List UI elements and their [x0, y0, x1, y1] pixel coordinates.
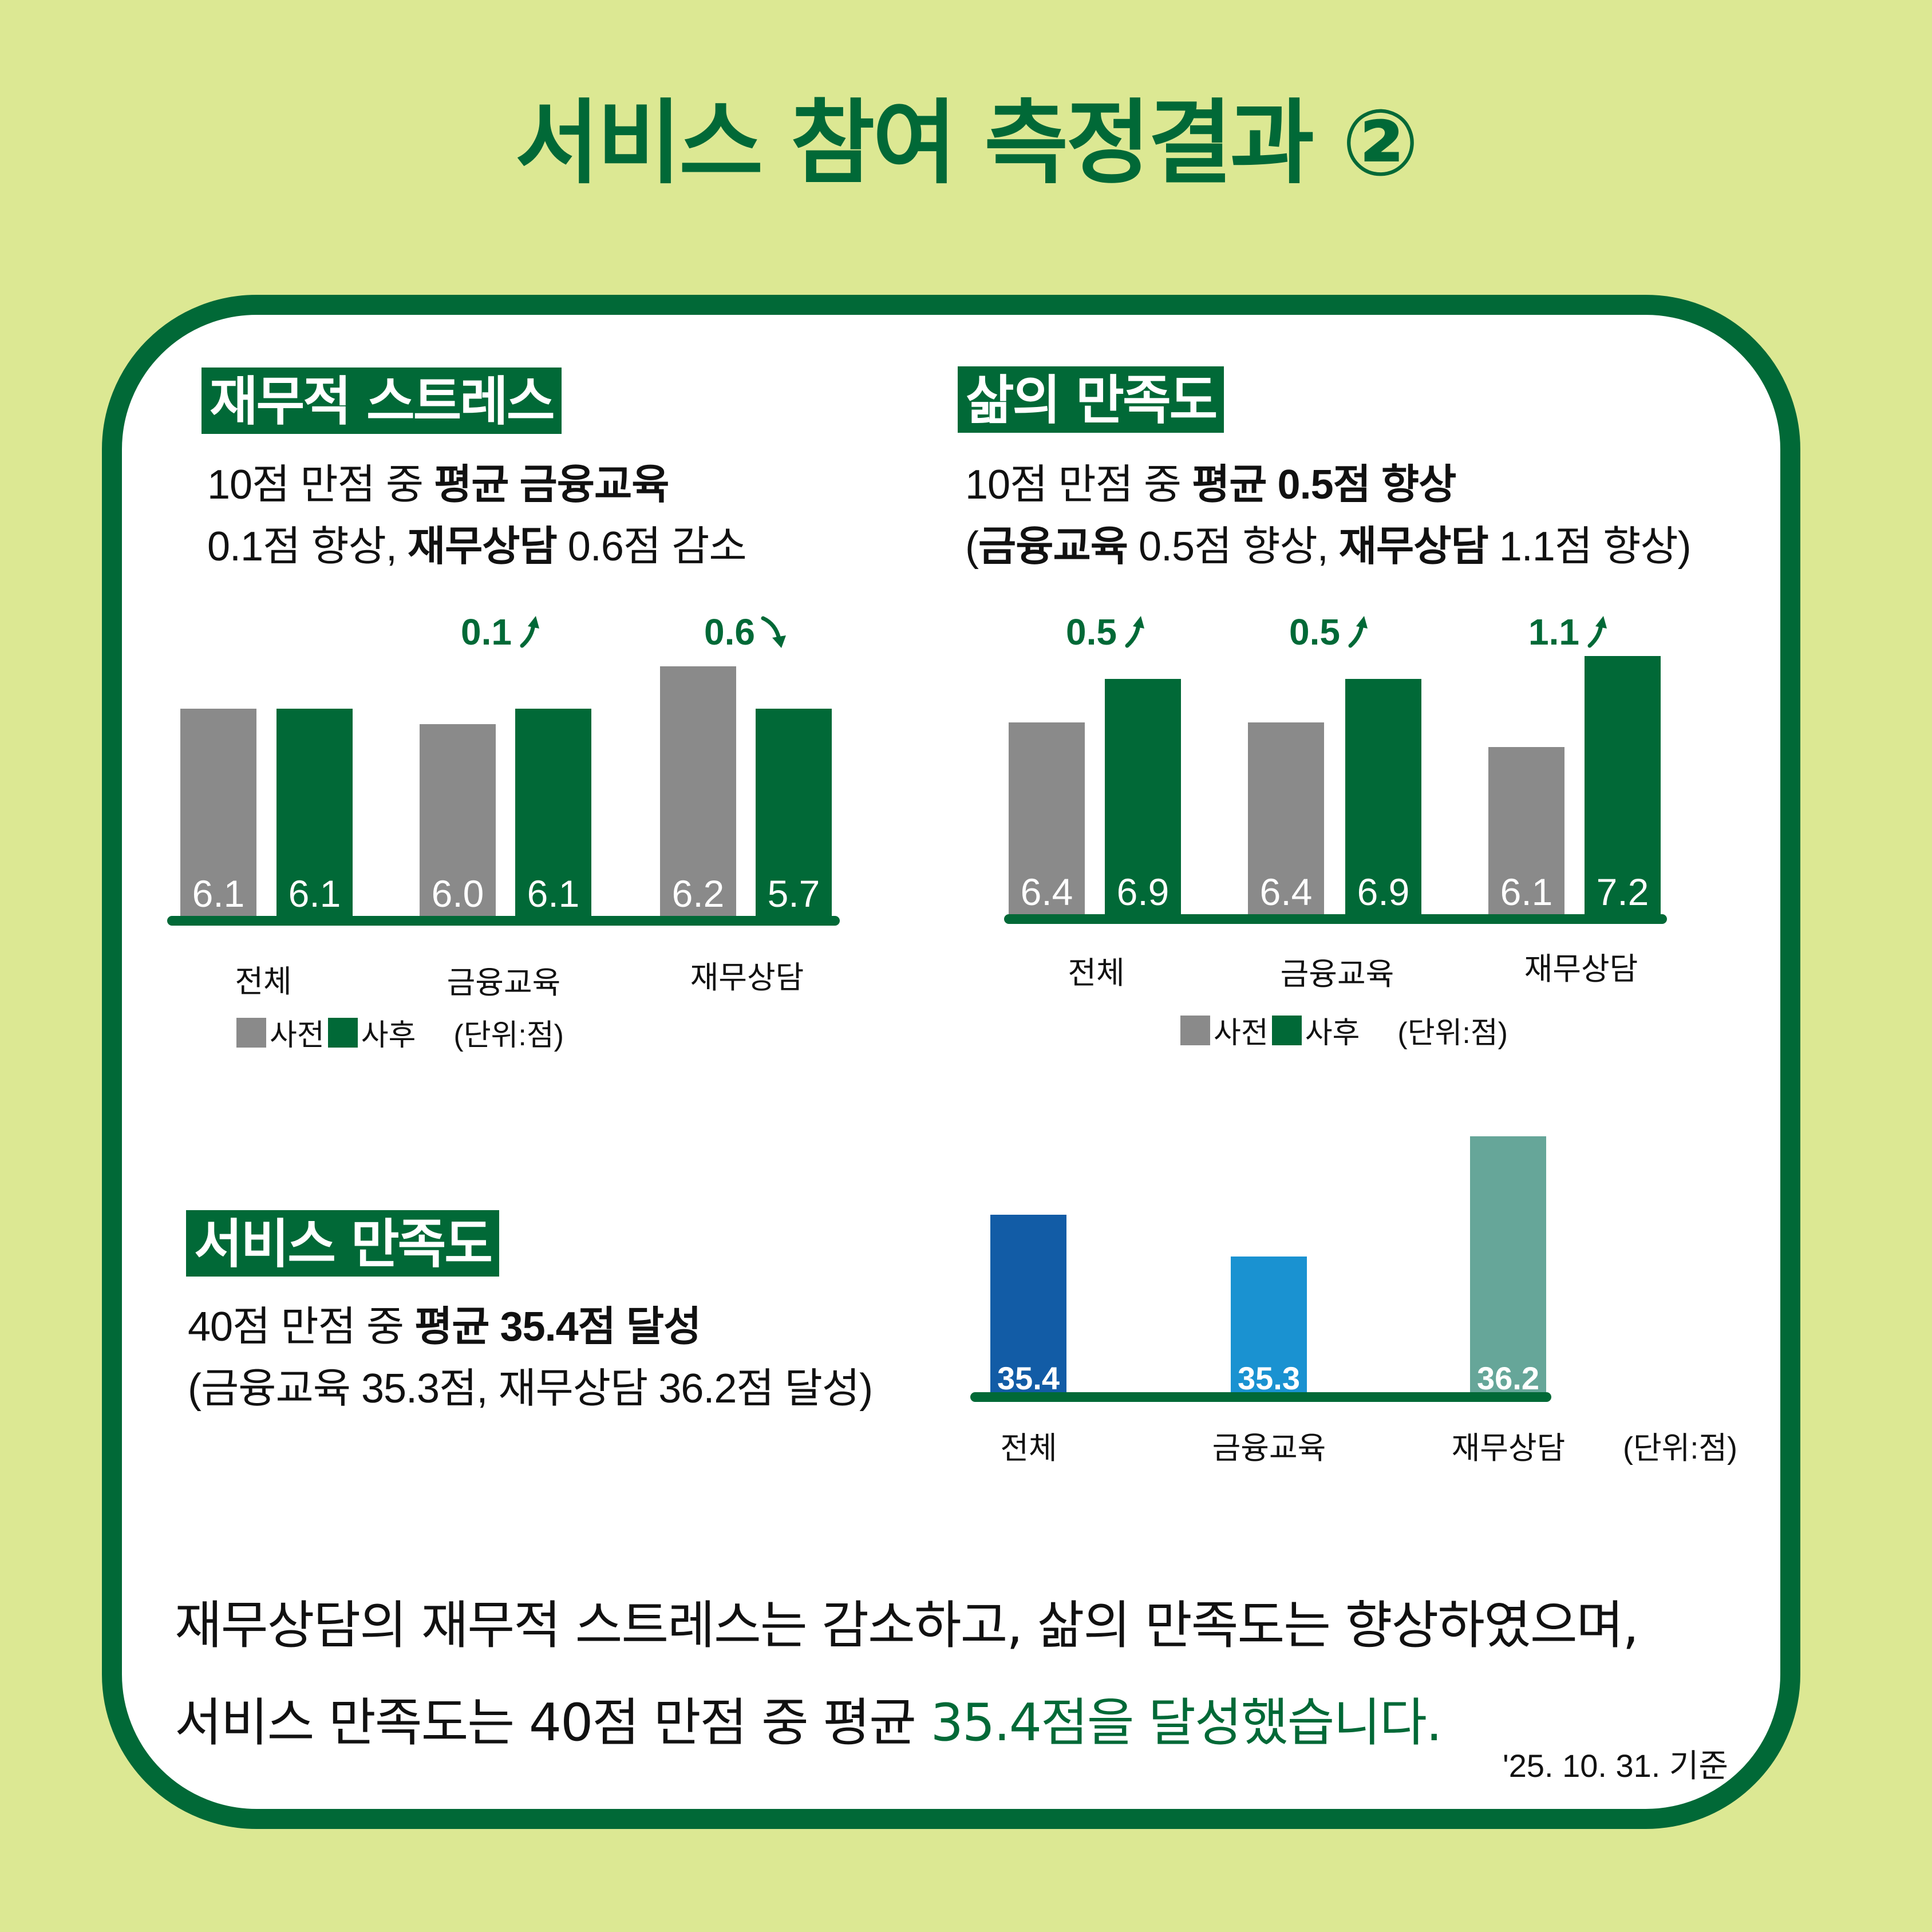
life-delta-overall: 0.5	[1066, 614, 1149, 650]
bar-stress-edu-before: 6.0	[420, 724, 496, 916]
arrow-up-icon	[1587, 616, 1607, 648]
stress-badge: 재무적 스트레스	[202, 368, 562, 434]
bar-life-edu-after: 6.9	[1345, 679, 1421, 914]
summary-highlight: 35.4점을 달성했습니다.	[930, 1693, 1443, 1753]
life-cat-edu: 금융교육	[1280, 957, 1394, 991]
service-cat-counsel: 재무상담	[1451, 1431, 1566, 1465]
bar-life-overall-after: 6.9	[1105, 679, 1181, 914]
bar-stress-counsel-before: 6.2	[660, 666, 736, 916]
legend-swatch-before	[1180, 1015, 1210, 1045]
bar-stress-counsel-after: 5.7	[756, 709, 832, 916]
life-cat-counsel: 재무상담	[1524, 952, 1638, 986]
bar-life-edu-before: 6.4	[1248, 722, 1324, 914]
life-cat-overall: 전체	[1068, 956, 1125, 990]
stress-delta-counsel: 0.6	[704, 614, 788, 650]
life-baseline	[1004, 914, 1667, 924]
bar-stress-edu-after: 6.1	[515, 709, 591, 916]
service-badge: 서비스 만족도	[186, 1210, 499, 1277]
summary-line-2: 서비스 만족도는 40점 만점 중 평균 35.4점을 달성했습니다.	[175, 1693, 1443, 1753]
bar-service-overall: 35.4	[990, 1215, 1066, 1398]
legend-swatch-after	[327, 1017, 358, 1048]
life-delta-counsel: 1.1	[1528, 614, 1611, 650]
stress-legend: 사전 사후 (단위:점)	[236, 1011, 564, 1054]
arrow-up-icon	[1348, 616, 1368, 648]
bar-service-counsel: 36.2	[1470, 1136, 1546, 1398]
bar-life-counsel-before: 6.1	[1488, 747, 1564, 914]
stress-baseline	[167, 916, 840, 926]
stress-cat-overall: 전체	[235, 965, 292, 999]
life-delta-edu: 0.5	[1289, 614, 1372, 650]
stress-cat-counsel: 재무상담	[690, 961, 804, 995]
legend-swatch-before	[236, 1017, 266, 1048]
results-card	[102, 295, 1800, 1829]
page-title: 서비스 참여 측정결과 ②	[515, 89, 1419, 196]
stress-cat-edu: 금융교육	[447, 966, 561, 1000]
stress-description: 10점 만점 중 평균 금융교육 0.1점 향상, 재무상담 0.6점 감소	[207, 462, 747, 570]
reference-date: '25. 10. 31. 기준	[1503, 1748, 1728, 1784]
bar-life-counsel-after: 7.2	[1585, 656, 1661, 914]
life-legend: 사전 사후 (단위:점)	[1180, 1009, 1508, 1052]
service-cat-overall: 전체	[1000, 1431, 1057, 1465]
bar-service-edu: 35.3	[1231, 1257, 1307, 1398]
arrow-up-icon	[520, 616, 539, 648]
stress-delta-edu: 0.1	[461, 614, 544, 650]
service-baseline	[970, 1392, 1551, 1402]
summary-line-1: 재무상담의 재무적 스트레스는 감소하고, 삶의 만족도는 향상하였으며,	[175, 1595, 1639, 1656]
arrow-down-icon	[761, 616, 786, 648]
legend-swatch-after	[1271, 1015, 1302, 1045]
arrow-up-icon	[1125, 616, 1144, 648]
service-description: 40점 만점 중 평균 35.4점 달성 (금융교육 35.3점, 재무상담 3…	[188, 1304, 873, 1412]
bar-stress-overall-before: 6.1	[180, 709, 256, 916]
life-description: 10점 만점 중 평균 0.5점 향상 (금융교육 0.5점 향상, 재무상담 …	[965, 462, 1692, 570]
life-badge: 삶의 만족도	[958, 366, 1224, 433]
bar-life-overall-before: 6.4	[1009, 722, 1085, 914]
service-unit: (단위:점)	[1622, 1431, 1737, 1465]
service-cat-edu: 금융교육	[1212, 1431, 1326, 1465]
bar-stress-overall-after: 6.1	[276, 709, 353, 916]
